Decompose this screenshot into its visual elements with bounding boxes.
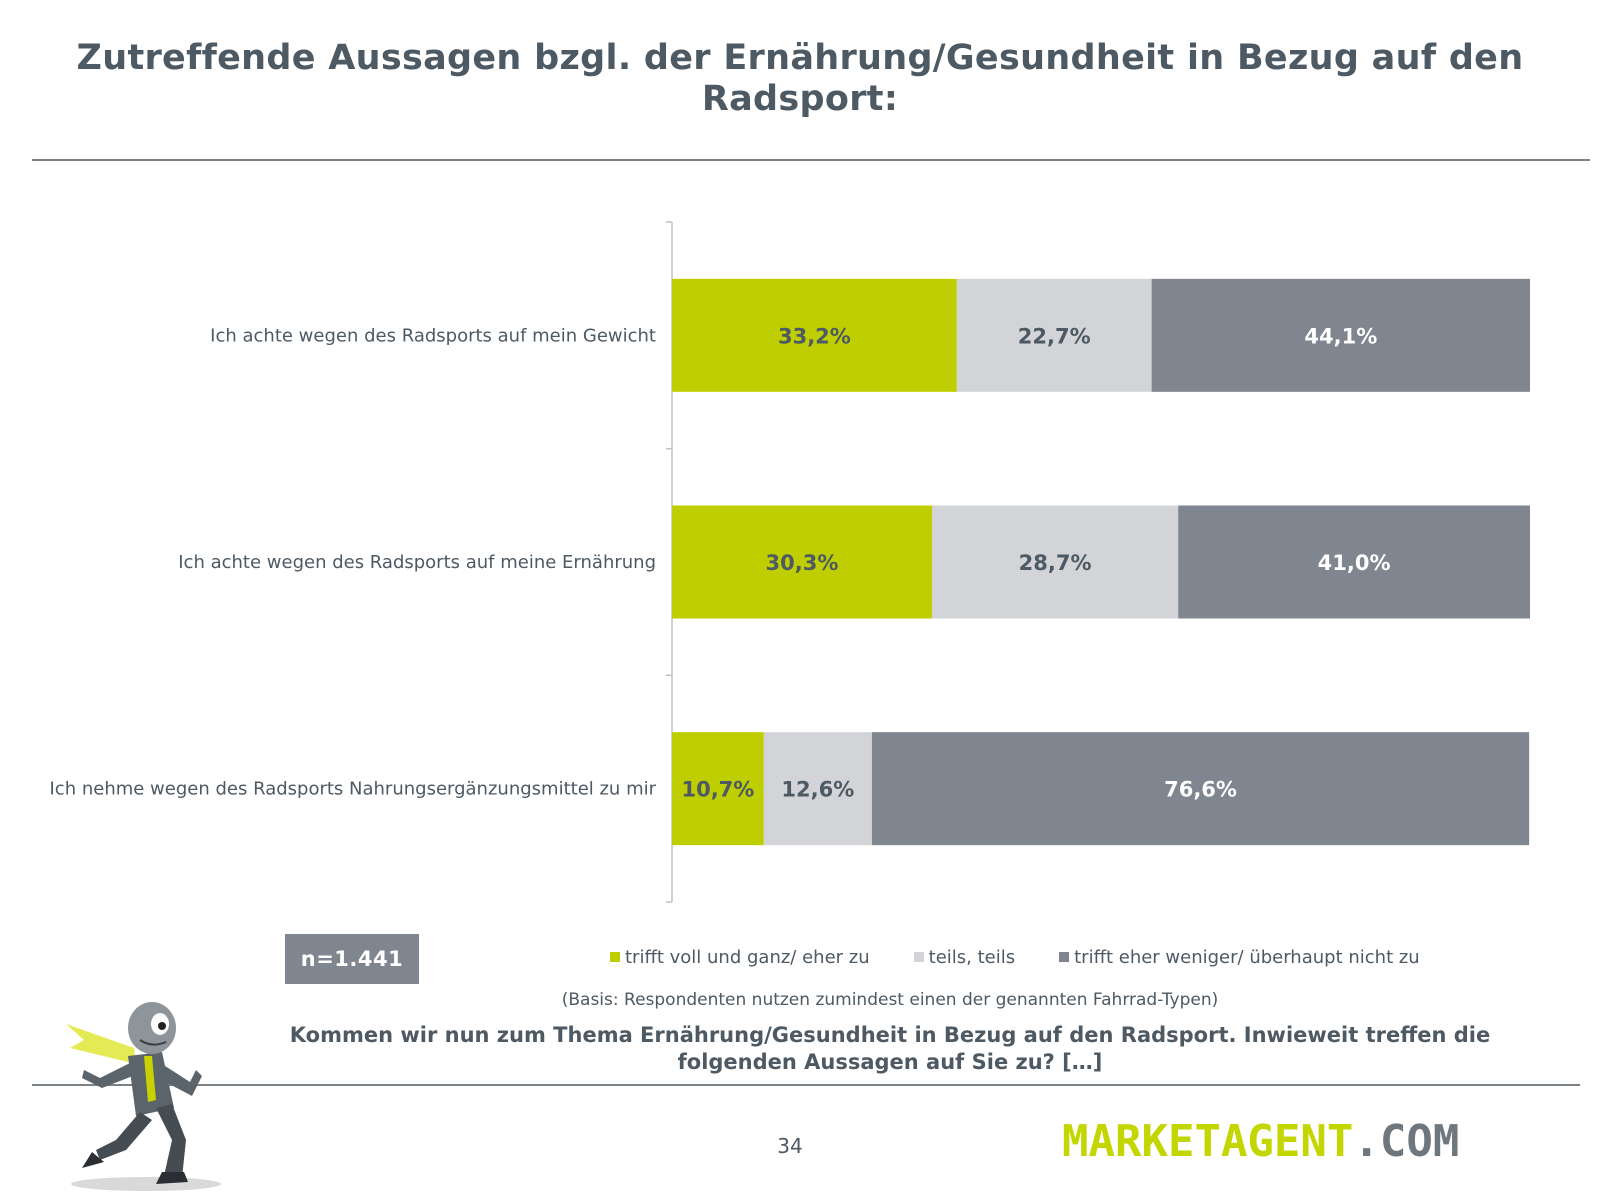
bar-value-label: 10,7% <box>681 778 754 802</box>
basis-note: (Basis: Respondenten nutzen zumindest ei… <box>561 990 1219 1010</box>
bar-value-label: 30,3% <box>766 551 839 575</box>
brand-logo: MARKETAGENT.COM <box>1062 1118 1459 1166</box>
bar-value-label: 41,0% <box>1318 551 1391 575</box>
top-divider <box>32 159 1590 161</box>
bar-segment <box>1178 505 1530 619</box>
brand-logo-part1: MARKETAGENT <box>1062 1116 1354 1167</box>
bar-value-label: 28,7% <box>1019 551 1092 575</box>
bar-segment <box>763 732 872 846</box>
chart-legend: trifft voll und ganz/ eher zu teils, tei… <box>610 944 1464 970</box>
bar-segment <box>672 732 764 846</box>
running-mascot-illustration <box>66 1002 221 1191</box>
legend-item-partly: teils, teils <box>913 946 1016 968</box>
legend-label-disagree: trifft eher weniger/ überhaupt nicht zu <box>1074 946 1420 968</box>
stacked-bar-chart: Ich achte wegen des Radsports auf mein G… <box>50 221 1530 903</box>
category-label: Ich nehme wegen des Radsports Nahrungser… <box>50 779 657 800</box>
bar-segment <box>672 505 932 619</box>
page-number: 34 <box>777 1134 803 1158</box>
legend-label-partly: teils, teils <box>928 946 1016 968</box>
bar-segment <box>931 505 1179 619</box>
bar-segment <box>956 278 1152 392</box>
legend-item-agree: trifft voll und ganz/ eher zu <box>610 947 870 968</box>
bar-value-label: 12,6% <box>781 778 854 802</box>
bar-value-label: 76,6% <box>1164 778 1237 802</box>
legend-swatch-partly <box>913 952 924 962</box>
bar-value-label: 33,2% <box>778 324 851 348</box>
bar-segment <box>672 278 957 392</box>
page-title: Zutreffende Aussagen bzgl. der Ernährung… <box>76 38 1524 119</box>
bar-value-label: 44,1% <box>1304 324 1377 348</box>
legend-swatch-agree <box>610 952 620 962</box>
sample-size-badge: n=1.441 <box>285 934 419 984</box>
legend-item-disagree: trifft eher weniger/ überhaupt nicht zu <box>1059 947 1420 968</box>
category-label: Ich achte wegen des Radsports auf mein G… <box>210 325 656 346</box>
survey-question: Kommen wir nun zum Thema Ernährung/Gesun… <box>289 1023 1491 1074</box>
bar-value-label: 22,7% <box>1018 324 1091 348</box>
category-label: Ich achte wegen des Radsports auf meine … <box>178 552 656 573</box>
bar-segment <box>871 732 1530 846</box>
legend-swatch-disagree <box>1059 952 1070 962</box>
brand-logo-part2: .COM <box>1353 1116 1460 1167</box>
bottom-divider <box>32 1084 1580 1086</box>
bar-segment <box>1151 278 1530 392</box>
legend-label-agree: trifft voll und ganz/ eher zu <box>625 946 870 968</box>
